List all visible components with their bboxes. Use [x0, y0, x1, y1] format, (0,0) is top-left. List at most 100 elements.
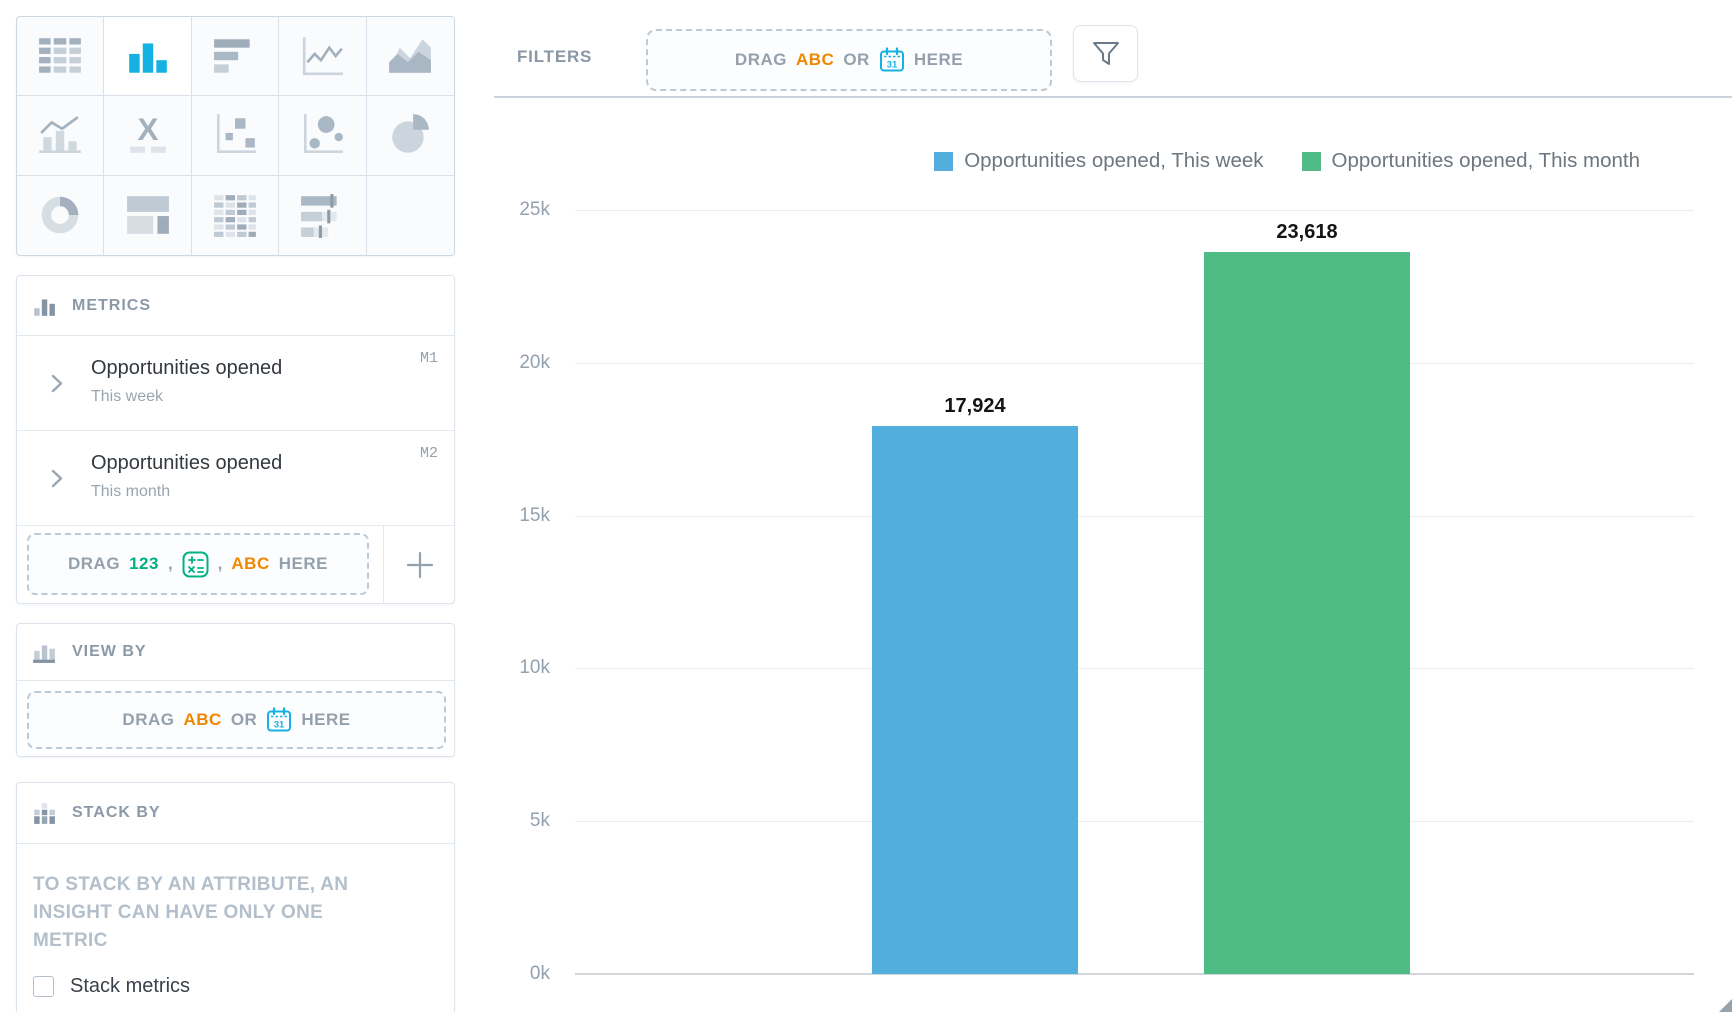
bar-this-week[interactable] — [872, 426, 1078, 974]
line-chart-icon — [303, 37, 344, 76]
x-axis-line — [575, 973, 1694, 975]
vis-type-bullet-chart[interactable] — [279, 175, 367, 255]
legend-swatch-green — [1301, 151, 1321, 171]
bubble-chart-icon — [304, 114, 344, 154]
vis-type-table[interactable] — [17, 17, 105, 97]
headline-icon: X — [129, 113, 166, 154]
vis-type-pie-chart[interactable] — [366, 96, 454, 176]
heatmap-icon — [214, 195, 256, 238]
vis-type-area-chart[interactable] — [366, 17, 454, 97]
gridline — [575, 668, 1694, 669]
y-axis-tick: 15k — [519, 504, 550, 526]
view-by-title: VIEW BY — [72, 643, 147, 660]
dropzone-drag-text: DRAG — [734, 50, 787, 69]
vis-type-line-chart[interactable] — [279, 17, 367, 97]
treemap-icon — [126, 196, 169, 235]
stack-metrics-label: Stack metrics — [70, 975, 191, 997]
attribute-token: ABC — [795, 50, 835, 69]
calculated-measure-icon — [182, 551, 209, 577]
stack-by-notice: TO STACK BY AN ATTRIBUTE, AN INSIGHT CAN… — [33, 874, 349, 951]
gridline — [575, 363, 1694, 364]
visualization-picker: X — [16, 16, 455, 256]
vis-type-treemap[interactable] — [104, 175, 192, 255]
chevron-right-icon[interactable] — [51, 374, 63, 393]
metrics-dropzone-row: DRAG 123 , , ABC HERE — [17, 526, 454, 603]
dropzone-drag-text: DRAG — [68, 554, 121, 573]
comma: , — [167, 554, 173, 573]
metric-badge: M1 — [419, 350, 438, 367]
stack-by-header: STACK BY — [17, 783, 454, 844]
filters-label: FILTERS — [517, 47, 593, 66]
view-by-panel: VIEW BY DRAG ABC OR 31 HERE — [16, 623, 455, 757]
bar-chart-icon — [214, 39, 250, 73]
measure-token: 123 — [129, 554, 159, 573]
vis-type-donut-chart[interactable] — [17, 175, 105, 255]
bar-this-month[interactable] — [1204, 252, 1410, 974]
y-axis-tick: 5k — [529, 810, 550, 832]
calendar-icon: 31 — [879, 47, 904, 72]
y-axis-tick: 25k — [519, 199, 550, 220]
chevron-right-icon[interactable] — [51, 469, 63, 488]
gridline — [575, 210, 1694, 211]
vis-type-headline[interactable]: X — [104, 96, 192, 176]
legend-item-this-week[interactable]: Opportunities opened, This week — [934, 149, 1264, 173]
column-chart-icon — [128, 43, 167, 73]
view-by-header: VIEW BY — [17, 624, 454, 681]
donut-chart-icon — [41, 197, 79, 234]
dropzone-here-text: HERE — [278, 554, 328, 573]
y-axis-tick: 10k — [519, 657, 550, 679]
legend-item-this-month[interactable]: Opportunities opened, This month — [1301, 149, 1640, 173]
view-by-dropzone[interactable]: DRAG ABC OR 31 HERE — [27, 691, 446, 749]
stack-by-title: STACK BY — [72, 804, 161, 821]
gridline — [575, 821, 1694, 822]
plus-icon — [406, 551, 434, 578]
pie-chart-icon — [392, 114, 430, 154]
funnel-icon — [1092, 41, 1119, 65]
resize-grip[interactable] — [1719, 999, 1732, 1012]
scatter-plot-icon — [216, 114, 256, 154]
vis-type-empty — [366, 175, 454, 255]
svg-text:31: 31 — [887, 60, 898, 71]
chart-legend: Opportunities opened, This week Opportun… — [560, 149, 1640, 173]
bar-data-label: 17,924 — [944, 395, 1006, 418]
svg-text:X: X — [137, 113, 158, 148]
combo-chart-icon — [39, 116, 82, 154]
legend-label: Opportunities opened, This week — [964, 149, 1264, 172]
attribute-token: ABC — [183, 710, 222, 729]
vis-type-bubble-chart[interactable] — [279, 96, 367, 176]
divider — [494, 96, 1732, 98]
bar-data-label: 23,618 — [1276, 221, 1338, 244]
dropzone-here-text: HERE — [301, 710, 351, 729]
metrics-header: METRICS — [17, 276, 454, 336]
vis-type-column-chart[interactable] — [104, 17, 192, 97]
legend-label: Opportunities opened, This month — [1331, 149, 1640, 172]
filters-dropzone[interactable]: DRAG ABC OR 31 HERE — [646, 29, 1052, 91]
stack-metrics-row: Stack metrics — [33, 975, 190, 998]
metric-title: Opportunities opened — [91, 452, 283, 474]
stack-by-icon — [34, 803, 55, 824]
metrics-icon — [34, 298, 55, 316]
metric-title: Opportunities opened — [91, 357, 283, 379]
add-metric-button[interactable] — [384, 526, 456, 603]
vis-type-bar-chart[interactable] — [191, 17, 280, 97]
metric-badge: M2 — [419, 445, 438, 462]
dropzone-or-text: OR — [230, 710, 258, 729]
metric-subtitle: This month — [91, 483, 171, 500]
gridline — [575, 516, 1694, 517]
metrics-title: METRICS — [72, 296, 151, 314]
area-chart-icon — [389, 39, 432, 73]
view-by-icon — [33, 645, 55, 663]
vis-type-scatter-plot[interactable] — [191, 96, 280, 176]
vis-type-heatmap[interactable] — [191, 175, 280, 255]
y-axis-tick: 0k — [529, 963, 550, 984]
vis-type-combo-chart[interactable] — [17, 96, 105, 176]
metrics-panel: METRICS Opportunities opened This week M… — [16, 275, 455, 604]
svg-text:31: 31 — [274, 720, 285, 731]
stack-metrics-checkbox[interactable] — [33, 976, 54, 997]
filter-button[interactable] — [1073, 25, 1138, 82]
metric-item-m1[interactable]: Opportunities opened This week M1 — [17, 336, 454, 431]
metrics-dropzone[interactable]: DRAG 123 , , ABC HERE — [27, 533, 369, 595]
metric-item-m2[interactable]: Opportunities opened This month M2 — [17, 431, 454, 526]
y-axis-tick: 20k — [519, 351, 550, 373]
